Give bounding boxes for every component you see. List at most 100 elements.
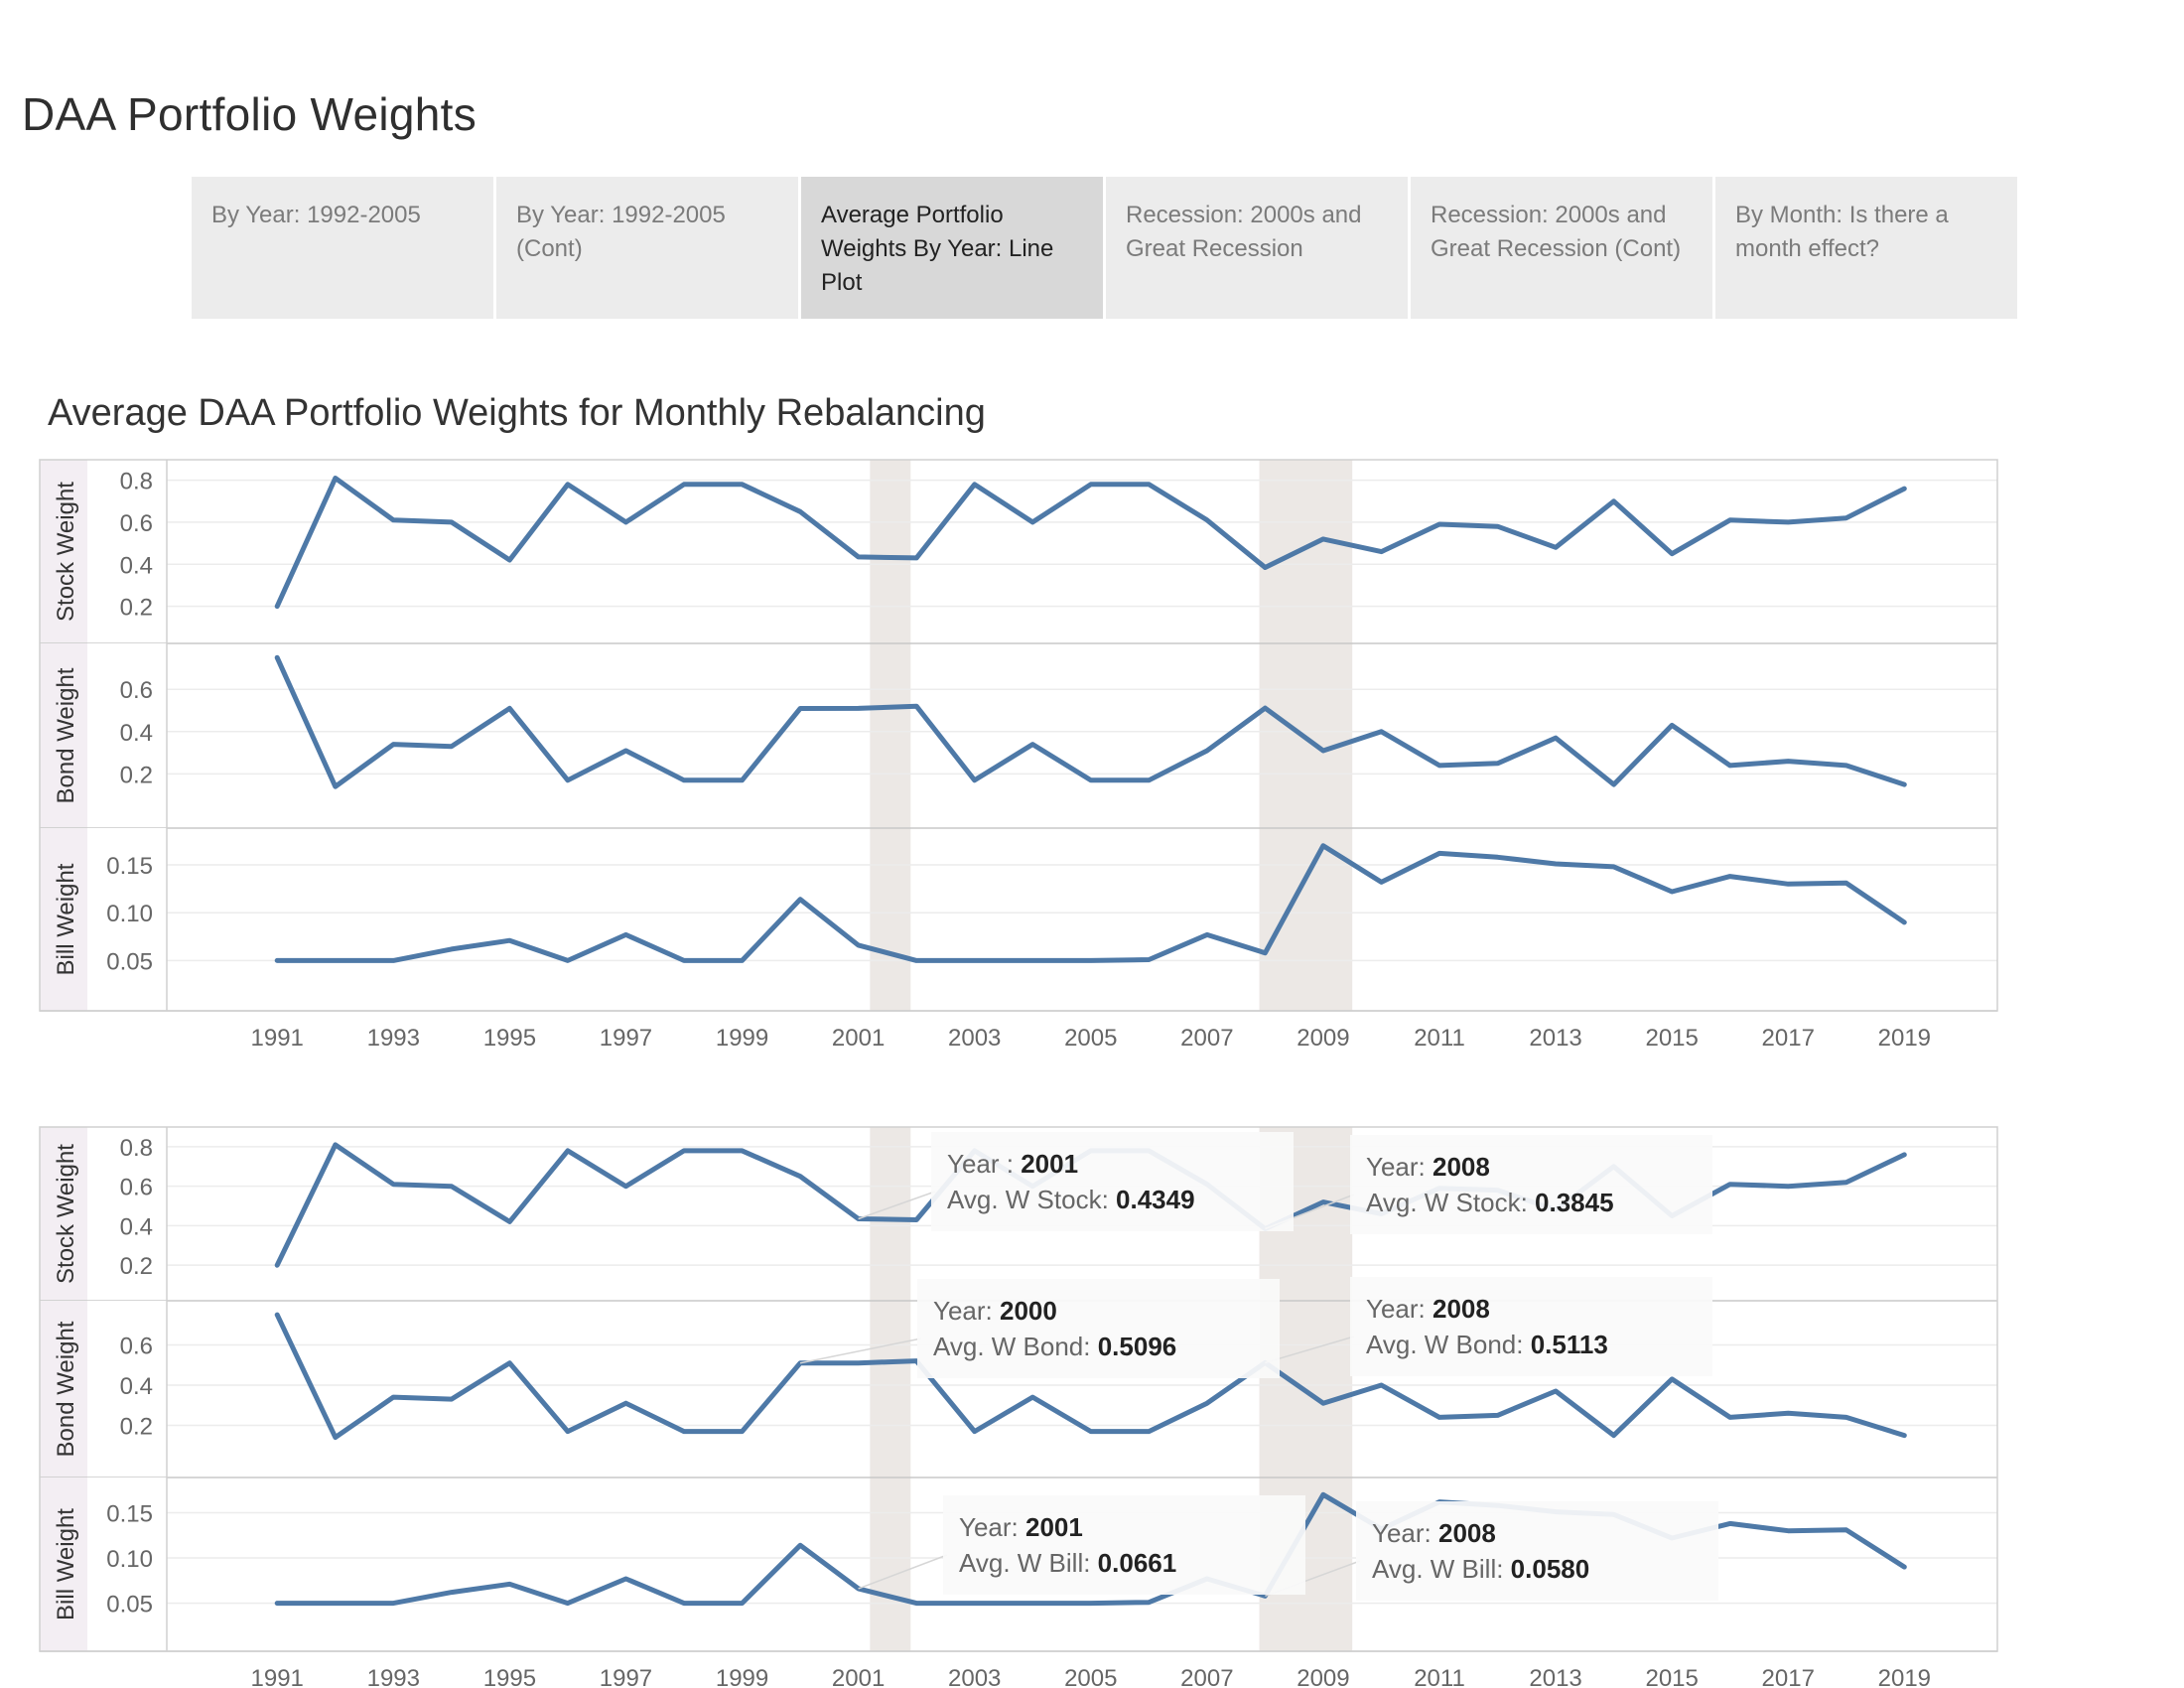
- x-tick-label: 1999: [716, 1665, 768, 1688]
- y-axis-title: Stock Weight: [53, 482, 79, 622]
- tooltip-year-value: 2000: [999, 1296, 1057, 1326]
- x-tick-label: 1997: [600, 1025, 652, 1052]
- annotation-tooltip: Year: 2008 Avg. W Bill: 0.0580: [1356, 1501, 1718, 1601]
- x-tick-label: 2015: [1645, 1025, 1698, 1052]
- y-axis-title: Bill Weight: [53, 1508, 79, 1620]
- tab-month-effect[interactable]: By Month: Is there a month effect?: [1715, 177, 2017, 319]
- y-axis-title-bg: [40, 1477, 87, 1651]
- x-tick-label: 1993: [367, 1025, 420, 1052]
- y-tick-label: 0.10: [106, 901, 153, 927]
- y-tick-label: 0.2: [120, 595, 153, 622]
- x-tick-label: 2019: [1878, 1665, 1931, 1688]
- series-line-bond-weight: [274, 1312, 1907, 1441]
- tab-line-plot[interactable]: Average Portfolio Weights By Year: Line …: [801, 177, 1103, 319]
- x-tick-label: 2007: [1180, 1665, 1233, 1688]
- y-axis-title: Bill Weight: [53, 863, 79, 975]
- y-tick-label: 0.15: [106, 1501, 153, 1528]
- recession-band: [870, 1127, 911, 1651]
- y-tick-label: 0.8: [120, 1135, 153, 1162]
- y-tick-label: 0.8: [120, 469, 153, 495]
- x-tick-label: 2001: [832, 1665, 885, 1688]
- annotation-tooltip: Year: 2008 Avg. W Stock: 0.3845: [1350, 1135, 1712, 1234]
- tooltip-year-label: Year:: [933, 1296, 1000, 1326]
- x-tick-label: 2005: [1064, 1025, 1117, 1052]
- y-axis-title-bg: [40, 828, 87, 1011]
- annotation-leader-line: [1265, 1336, 1355, 1364]
- tooltip-metric-label: Avg. W Stock:: [1366, 1188, 1536, 1217]
- y-tick-label: 0.6: [120, 510, 153, 537]
- y-axis-title: Stock Weight: [53, 1144, 79, 1284]
- series-line-stock-weight: [274, 476, 1907, 610]
- y-axis-title-bg: [40, 643, 87, 828]
- tooltip-metric-value: 0.5113: [1530, 1330, 1608, 1359]
- x-tick-label: 2017: [1762, 1025, 1815, 1052]
- y-tick-label: 0.4: [120, 1373, 153, 1400]
- x-tick-label: 2019: [1878, 1025, 1931, 1052]
- page-title: DAA Portfolio Weights: [22, 88, 477, 140]
- x-tick-label: 1995: [483, 1025, 536, 1052]
- x-tick-label: 2007: [1180, 1025, 1233, 1052]
- tooltip-metric-value: 0.4349: [1116, 1185, 1195, 1214]
- x-tick-label: 1993: [367, 1665, 420, 1688]
- x-tick-label: 2013: [1529, 1025, 1581, 1052]
- y-axis-title-bg: [40, 460, 87, 643]
- tab-by-year-cont[interactable]: By Year: 1992-2005 (Cont): [496, 177, 798, 319]
- x-tick-label: 2005: [1064, 1665, 1117, 1688]
- tooltip-metric-label: Avg. W Bill:: [959, 1548, 1098, 1578]
- tooltip-year-value: 2008: [1432, 1294, 1490, 1324]
- annotation-tooltip: Year: 2001 Avg. W Bill: 0.0661: [943, 1495, 1305, 1595]
- tooltip-year-value: 2008: [1437, 1518, 1496, 1548]
- y-tick-label: 0.2: [120, 762, 153, 788]
- y-tick-label: 0.05: [106, 1592, 153, 1618]
- recession-band: [870, 460, 911, 1011]
- annotation-leader-line: [799, 1337, 922, 1364]
- tooltip-year-label: Year:: [959, 1512, 1025, 1542]
- tooltip-metric-value: 0.0580: [1510, 1554, 1590, 1584]
- tooltip-year-value: 2001: [1021, 1149, 1079, 1179]
- y-tick-label: 0.4: [120, 720, 153, 747]
- tooltip-year-label: Year :: [947, 1149, 1022, 1179]
- x-tick-label: 2001: [832, 1025, 885, 1052]
- x-tick-label: 1991: [251, 1665, 304, 1688]
- chart-title: Average DAA Portfolio Weights for Monthl…: [48, 392, 986, 434]
- y-tick-label: 0.15: [106, 853, 153, 880]
- tooltip-metric-value: 0.0661: [1097, 1548, 1177, 1578]
- annotation-tooltip: Year: 2008 Avg. W Bond: 0.5113: [1350, 1277, 1712, 1376]
- y-tick-label: 0.2: [120, 1253, 153, 1280]
- y-tick-label: 0.6: [120, 677, 153, 704]
- tab-recession-cont[interactable]: Recession: 2000s and Great Recession (Co…: [1411, 177, 1712, 319]
- tooltip-metric-label: Avg. W Stock:: [947, 1185, 1117, 1214]
- tab-recession[interactable]: Recession: 2000s and Great Recession: [1106, 177, 1408, 319]
- tooltip-metric-label: Avg. W Bond:: [1366, 1330, 1531, 1359]
- y-tick-label: 0.2: [120, 1413, 153, 1440]
- x-tick-label: 1997: [600, 1665, 652, 1688]
- y-tick-label: 0.6: [120, 1175, 153, 1201]
- tooltip-metric-value: 0.3845: [1535, 1188, 1614, 1217]
- x-tick-label: 1999: [716, 1025, 768, 1052]
- x-tick-label: 2003: [948, 1665, 1001, 1688]
- tooltip-metric-label: Avg. W Bill:: [1372, 1554, 1511, 1584]
- x-tick-label: 2003: [948, 1025, 1001, 1052]
- tab-by-year[interactable]: By Year: 1992-2005: [192, 177, 493, 319]
- x-tick-label: 2009: [1297, 1665, 1349, 1688]
- y-tick-label: 0.4: [120, 1213, 153, 1240]
- tooltip-year-value: 2001: [1024, 1512, 1083, 1542]
- tooltip-year-value: 2008: [1432, 1152, 1490, 1182]
- tooltip-year-label: Year:: [1366, 1152, 1433, 1182]
- x-tick-label: 2011: [1414, 1665, 1465, 1688]
- series-line-bond-weight: [274, 654, 1907, 789]
- chart-frame: [39, 459, 1998, 1012]
- y-tick-label: 0.05: [106, 948, 153, 975]
- tooltip-year-label: Year:: [1372, 1518, 1438, 1548]
- annotation-leader-line: [858, 1191, 936, 1220]
- y-axis-title-bg: [40, 1127, 87, 1301]
- x-tick-label: 2013: [1529, 1665, 1581, 1688]
- annotation-leader-line: [858, 1554, 948, 1590]
- x-tick-label: 2017: [1762, 1665, 1815, 1688]
- x-tick-label: 2011: [1414, 1025, 1465, 1052]
- series-line-bill-weight: [274, 843, 1907, 963]
- y-tick-label: 0.6: [120, 1333, 153, 1359]
- annotation-tooltip: Year : 2001 Avg. W Stock: 0.4349: [931, 1132, 1294, 1231]
- tooltip-metric-value: 0.5096: [1097, 1332, 1177, 1361]
